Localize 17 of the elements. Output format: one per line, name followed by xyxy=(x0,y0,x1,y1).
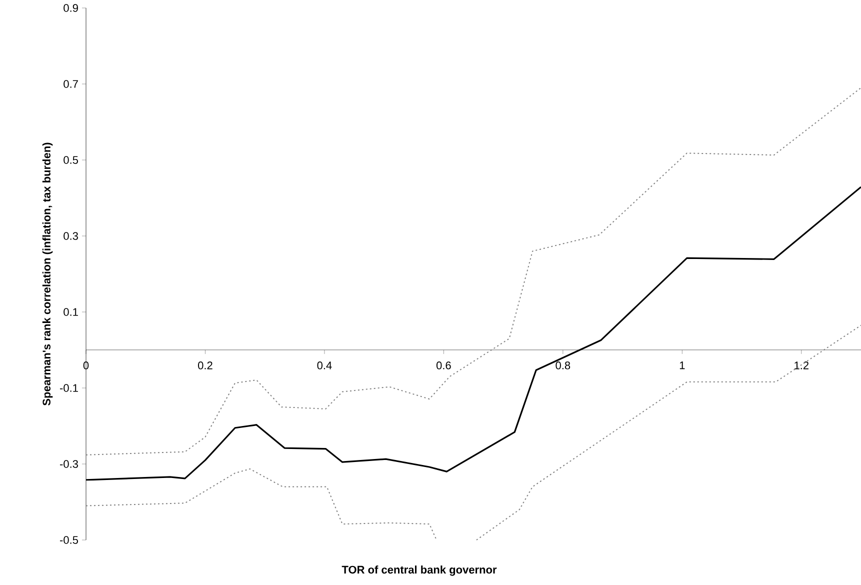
x-axis-title: TOR of central bank governor xyxy=(342,566,497,576)
x-tick-label: 0.4 xyxy=(317,362,332,370)
y-tick-label: 0.5 xyxy=(64,156,78,164)
y-tick-label: -0.1 xyxy=(60,384,78,392)
y-tick-label: 0.7 xyxy=(64,80,78,88)
x-tick-label: 0.6 xyxy=(436,362,451,370)
x-tick-label: 0 xyxy=(83,362,89,370)
x-tick-label: 1 xyxy=(680,362,685,370)
y-tick-label: 0.9 xyxy=(64,4,78,12)
y-axis-title: Spearman's rank correlation (inflation, tax burden) xyxy=(42,142,53,406)
x-tick-label: 1.2 xyxy=(794,362,808,370)
y-tick-label: 0.1 xyxy=(64,308,78,316)
y-tick-label: -0.3 xyxy=(60,460,78,468)
x-tick-label: 0.8 xyxy=(556,362,570,370)
x-tick-label: 0.2 xyxy=(198,362,212,370)
y-tick-label: -0.5 xyxy=(60,536,78,544)
y-tick-label: 0.3 xyxy=(64,232,78,240)
